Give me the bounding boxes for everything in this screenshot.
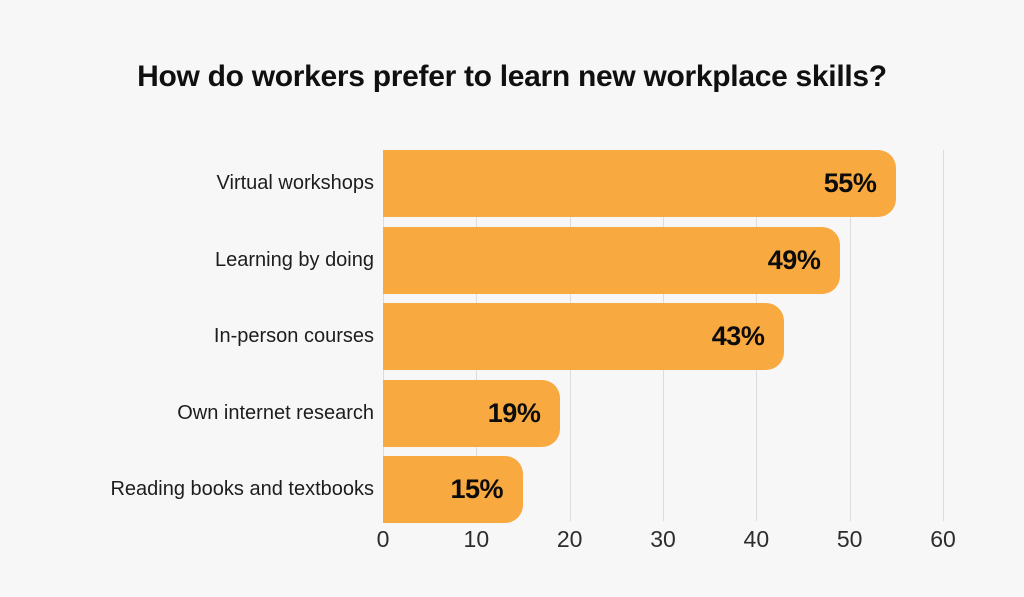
x-axis: 0 10 20 30 40 50 60 xyxy=(377,526,956,556)
category-label: Own internet research xyxy=(177,401,374,424)
x-tick-label: 50 xyxy=(836,526,863,552)
bars-layer: 55% 49% 43% 19% 15% xyxy=(383,150,943,523)
category-label: Reading books and textbooks xyxy=(110,478,374,500)
category-label: Virtual workshops xyxy=(216,172,374,194)
bar: 15% xyxy=(383,456,523,523)
x-tick-label: 60 xyxy=(930,526,956,552)
gridline xyxy=(943,150,944,521)
category-label: In-person courses xyxy=(213,325,374,347)
bar: 19% xyxy=(383,379,561,447)
category-labels: Virtual workshops Learning by doing In-per… xyxy=(0,150,374,523)
bar-value: 49% xyxy=(767,244,821,275)
category-label: Learning by doing xyxy=(214,248,374,271)
bar-value: 43% xyxy=(711,321,765,351)
x-tick-label: 10 xyxy=(463,526,490,552)
bar-value: 19% xyxy=(487,397,541,428)
plot-area: 55% 49% 43% 19% 15% xyxy=(383,150,944,523)
x-tick-label: 20 xyxy=(556,526,583,552)
gridline xyxy=(849,150,851,521)
bar-value: 15% xyxy=(450,474,503,504)
x-tick-label: 0 xyxy=(376,526,390,552)
bar-value: 55% xyxy=(823,168,877,198)
x-tick-label: 40 xyxy=(743,526,770,552)
x-tick-label: 30 xyxy=(650,526,676,552)
bar: 55% xyxy=(383,150,897,217)
chart-title: How do workers prefer to learn new workp… xyxy=(137,60,887,93)
bar: 43% xyxy=(383,303,785,370)
bar: 49% xyxy=(383,226,841,294)
